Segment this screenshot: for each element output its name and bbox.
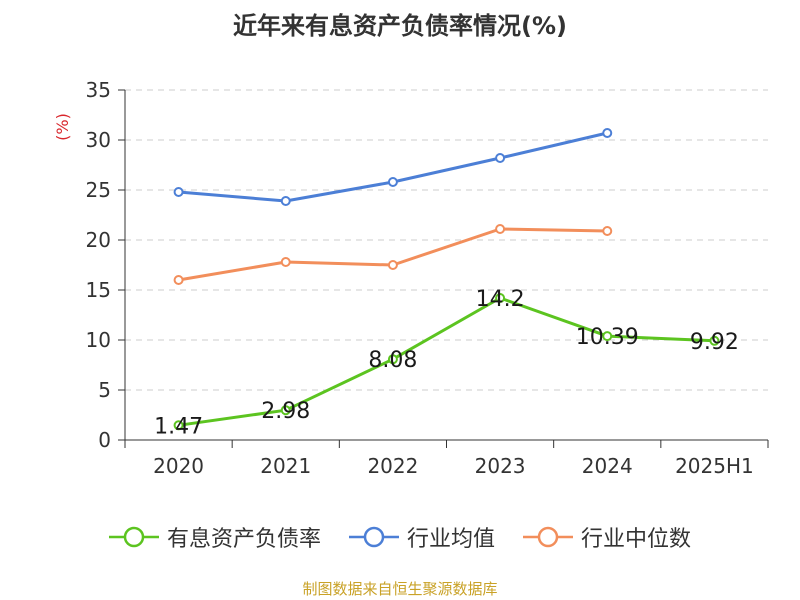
data-point [173,420,184,431]
data-point [173,275,184,285]
y-axis-label: (%) [53,113,72,141]
series-line [178,296,715,427]
legend-label: 有息资产负债率 [166,527,321,552]
data-point [280,405,291,416]
legend-swatch [348,526,399,548]
data-point [280,196,291,206]
chart-title: 近年来有息资产负债率情况(%) [233,12,567,40]
data-point [495,293,506,303]
x-tick-label: 2020 [153,454,204,478]
grid-lines [125,89,768,391]
x-tick-label: 2021 [260,454,311,478]
y-tick-label: 30 [86,128,111,152]
x-tick-label: 2025H1 [675,454,754,478]
data-point [602,128,613,138]
x-tick-label: 2024 [582,454,633,478]
data-label: 10.39 [576,325,639,350]
legend-label: 行业均值 [406,527,495,552]
data-point [709,335,720,346]
data-point [495,153,506,163]
series-line [178,131,608,203]
y-tick-label: 10 [86,328,111,352]
data-label: 9.92 [690,330,739,355]
y-tick-label: 15 [86,278,111,302]
x-tick-label: 2023 [475,454,526,478]
data-point [602,226,613,236]
data-label: 8.08 [368,348,417,373]
y-tick-label: 35 [86,78,111,102]
series-lines [173,128,720,431]
legend-swatch [523,526,573,548]
data-label: 1.47 [154,414,203,439]
x-tick-label: 2022 [367,454,418,478]
y-tick-label: 25 [86,178,111,202]
source-note: 制图数据来自恒生聚源数据库 [302,580,498,598]
legend-item[interactable]: 行业中位数 [523,521,691,553]
data-labels: 1.47 2.98 8.08 14.2 10.39 9.92 [154,287,739,439]
data-point [495,224,506,234]
data-point [387,177,398,187]
data-point [387,354,398,365]
series-line [178,227,608,282]
y-tick-label: 5 [98,378,111,402]
legend-label: 行业中位数 [581,527,692,552]
data-point [173,187,184,197]
legend-swatch [108,526,159,548]
data-label: 14.2 [476,287,525,312]
y-tick-label: 20 [86,228,111,252]
data-label: 2.98 [261,399,310,424]
legend-item[interactable]: 有息资产负债率 [108,521,321,553]
axes: 0 5 10 15 20 25 30 35 2020 2021 2022 2023 2024 2025H1 [86,78,769,478]
legend-item[interactable]: 行业均值 [348,521,495,553]
data-point [280,257,291,267]
y-tick-label: 0 [98,428,111,452]
legend: 有息资产负债率 行业均值 行业中位数 [0,519,800,555]
data-point [387,260,398,270]
data-point [602,331,613,342]
